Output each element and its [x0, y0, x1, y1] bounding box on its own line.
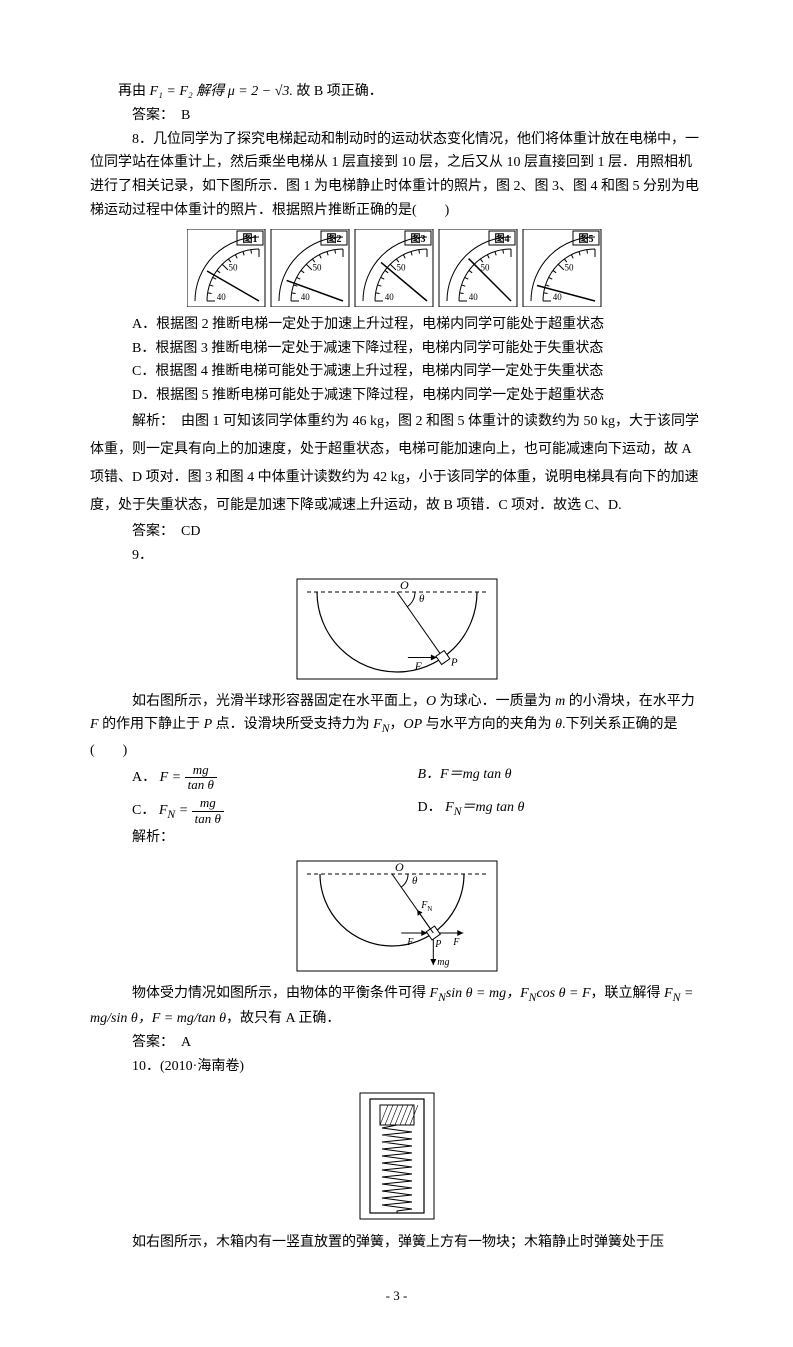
q8-opt-a: A．根据图 2 推断电梯一定处于加速上升过程，电梯内同学可能处于超重状态: [90, 313, 703, 337]
q10-text: 如右图所示，木箱内有一竖直放置的弹簧，弹簧上方有一物块；木箱静止时弹簧处于压: [90, 1231, 703, 1255]
eq2: =: [175, 803, 188, 818]
svg-text:F: F: [406, 937, 414, 948]
svg-text:40: 40: [468, 292, 478, 302]
equation: F₁ = F₂ 解得 μ = 2 − √3.: [150, 84, 293, 99]
svg-text:40: 40: [384, 292, 394, 302]
text: ，联立解得: [591, 986, 665, 1001]
text: 再由: [118, 84, 150, 99]
svg-text:N: N: [427, 905, 432, 913]
svg-text:F: F: [452, 937, 460, 948]
q9-opt-a: A． F = mg tan θ: [132, 763, 418, 793]
svg-text:P: P: [434, 939, 441, 950]
q10-num: 10．(2010·海南卷): [90, 1055, 703, 1079]
q8-answer: 答案： CD: [90, 520, 703, 544]
text: 点．设滑块所受支持力为: [212, 717, 373, 732]
q9-fig-svg: Oθ P F: [292, 574, 502, 684]
q8-gauges: 图15040图25040图35040图45040图55040: [90, 229, 703, 307]
eq: FNsin θ = mg，FNcos θ = F: [430, 986, 591, 1001]
svg-text:O: O: [395, 860, 404, 874]
svg-text:40: 40: [552, 292, 562, 302]
opt-label: C．: [132, 803, 155, 818]
page-number: - 3 -: [90, 1285, 703, 1307]
sym-P: P: [204, 717, 213, 732]
sym-theta: θ: [555, 717, 562, 732]
text: ，故只有 A 正确．: [226, 1011, 340, 1026]
svg-text:F: F: [413, 660, 421, 672]
svg-text:图3: 图3: [410, 233, 425, 245]
line-conclusion: 再由 F₁ = F₂ 解得 μ = 2 − √3. 故 B 项正确．: [90, 80, 703, 104]
svg-text:40: 40: [216, 292, 226, 302]
sym-OP: OP: [403, 717, 422, 732]
answer-b: 答案： B: [90, 104, 703, 128]
text: ，: [389, 717, 403, 732]
q10-fig-svg: [352, 1085, 442, 1225]
q9-num: 9．: [90, 544, 703, 568]
eq2: sin θ = mg，F: [446, 986, 529, 1001]
eq: FN＝mg tan θ: [445, 800, 524, 815]
q8-intro: 8．几位同学为了探究电梯起动和制动时的运动状态变化情况，他们将体重计放在电梯中，…: [90, 128, 703, 223]
svg-text:O: O: [400, 578, 409, 592]
q9-opt-b: B．F＝mg tan θ: [418, 763, 704, 793]
svg-text:50: 50: [396, 262, 406, 272]
q8-opt-d: D．根据图 5 推断电梯可能处于减速下降过程，电梯内同学一定处于超重状态: [90, 384, 703, 408]
eq: F =: [160, 770, 182, 785]
q9-figure: Oθ P F: [90, 574, 703, 684]
svg-text:P: P: [449, 656, 457, 668]
svg-text:θ: θ: [419, 593, 425, 605]
q9-fig2-svg: OθPFNFFmg: [292, 856, 502, 976]
q8-analysis: 解析： 由图 1 可知该同学体重约为 46 kg，图 2 和图 5 体重计的读数…: [90, 408, 703, 520]
text: 的小滑块，在水平力: [565, 694, 695, 709]
svg-text:图1: 图1: [242, 233, 257, 245]
svg-text:40: 40: [300, 292, 310, 302]
svg-text:50: 50: [564, 262, 574, 272]
f: F: [430, 986, 439, 1001]
eq2: ＝mg tan θ: [461, 800, 524, 815]
q9-text: 如右图所示，光滑半球形容器固定在水平面上，O 为球心．一质量为 m 的小滑块，在…: [90, 690, 703, 763]
svg-text:θ: θ: [412, 875, 418, 887]
svg-text:50: 50: [312, 262, 322, 272]
text: 物体受力情况如图所示，由物体的平衡条件可得: [132, 986, 430, 1001]
q8-opt-c: C．根据图 4 推断电梯可能处于减速上升过程，电梯内同学一定处于失重状态: [90, 360, 703, 384]
q9-answer: 答案： A: [90, 1031, 703, 1055]
q9-figure2: OθPFNFFmg: [90, 856, 703, 976]
q9-analysis-label: 解析：: [90, 826, 703, 850]
opt-label: D．: [418, 800, 442, 815]
text: 与水平方向的夹角为: [422, 717, 555, 732]
sym-F: F: [90, 717, 99, 732]
frac-num: mg: [185, 763, 217, 778]
q8-opt-b: B．根据图 3 推断电梯一定处于减速下降过程，电梯内同学可能处于失重状态: [90, 337, 703, 361]
f: F: [664, 986, 673, 1001]
text: 的作用下静止于: [99, 717, 204, 732]
f: F: [445, 800, 454, 815]
sym-m: m: [555, 694, 565, 709]
text: 故 B 项正确．: [296, 84, 382, 99]
fraction: mg tan θ: [185, 763, 217, 793]
svg-text:图5: 图5: [578, 233, 593, 245]
frac-den: tan θ: [185, 778, 217, 792]
frac-num: mg: [192, 796, 224, 811]
frac-den: tan θ: [192, 812, 224, 826]
svg-text:图4: 图4: [494, 233, 509, 245]
q9-options: A． F = mg tan θ B．F＝mg tan θ C． FN = mg …: [90, 763, 703, 826]
fn-f: F: [373, 717, 382, 732]
sub: N: [438, 991, 446, 1004]
svg-text:mg: mg: [437, 957, 449, 968]
opt-label: A．: [132, 770, 156, 785]
eq: FN =: [159, 803, 188, 818]
eq3: cos θ = F: [536, 986, 590, 1001]
text: 为球心．一质量为: [436, 694, 555, 709]
svg-text:50: 50: [228, 262, 238, 272]
sym-FN: FN: [373, 717, 389, 732]
text: 如右图所示，光滑半球形容器固定在水平面上，: [132, 694, 426, 709]
q9-analysis-text: 物体受力情况如图所示，由物体的平衡条件可得 FNsin θ = mg，FNcos…: [90, 982, 703, 1031]
q9-opt-c: C． FN = mg tan θ: [132, 796, 418, 826]
gauges-svg: 图15040图25040图35040图45040图55040: [187, 229, 607, 307]
q10-figure: [90, 1085, 703, 1225]
fraction: mg tan θ: [192, 796, 224, 826]
q9-opt-d: D． FN＝mg tan θ: [418, 796, 704, 826]
svg-text:图2: 图2: [326, 233, 341, 245]
sym-O: O: [426, 694, 436, 709]
